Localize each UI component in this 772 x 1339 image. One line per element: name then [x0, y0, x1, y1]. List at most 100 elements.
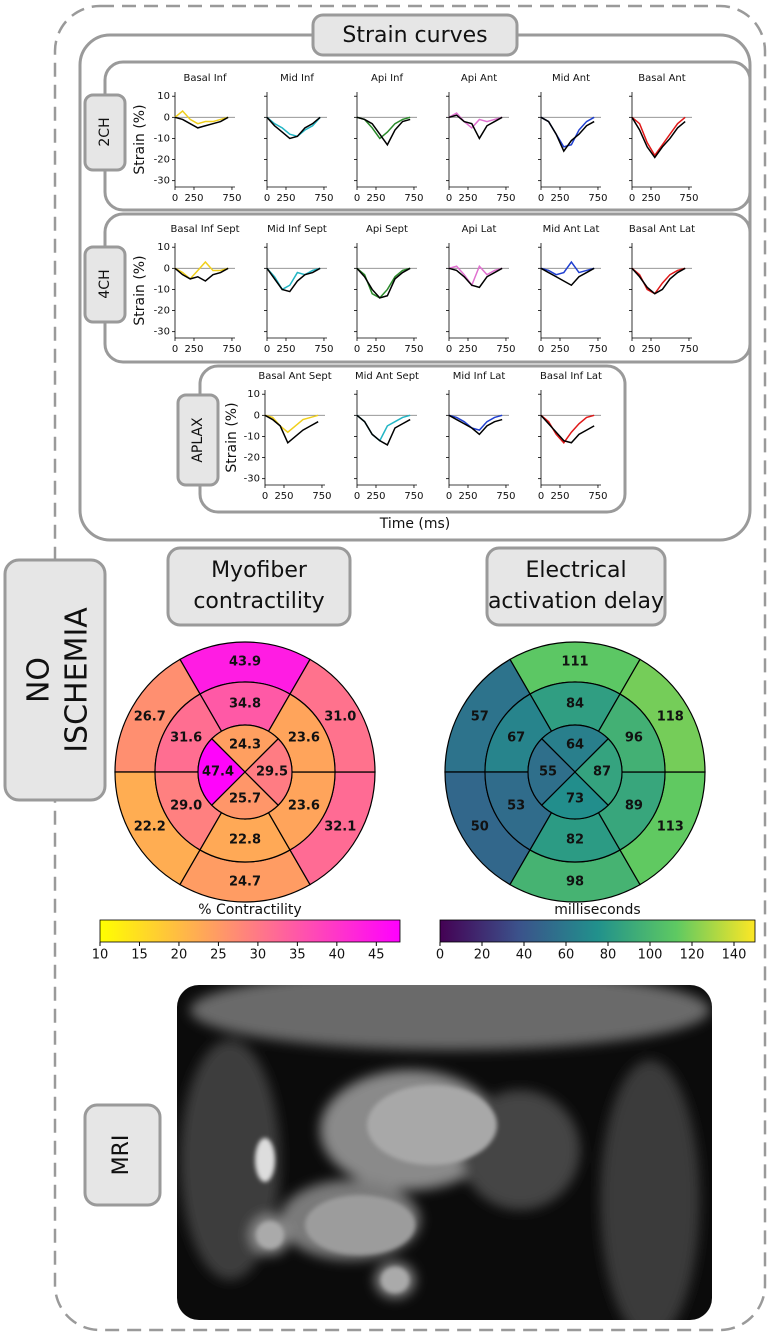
strain-title: Strain curves: [342, 23, 487, 48]
x-tick-label: 250: [184, 344, 203, 355]
strain-curve: [356, 414, 411, 446]
y-tick-label: -20: [154, 306, 170, 317]
x-tick-label: 0: [538, 344, 544, 355]
x-tick-label: 750: [588, 344, 607, 355]
y-axis-label: Strain (%): [224, 402, 240, 472]
x-tick-label: 250: [366, 344, 385, 355]
x-tick-label: 750: [314, 344, 333, 355]
segment-label: 47.4: [202, 765, 234, 780]
segment-label: 84: [566, 697, 584, 712]
colorbar-tick-label: 0: [436, 948, 444, 963]
y-tick-label: 10: [247, 389, 260, 400]
colorbar-tick-label: 140: [722, 948, 747, 963]
segment-label: 87: [593, 765, 611, 780]
panel-title: Mid Inf Sept: [267, 224, 327, 235]
condition-box: [3, 558, 107, 802]
colorbar-tick-label: 80: [600, 948, 617, 963]
panel-title: Api Ant: [461, 73, 497, 84]
x-tick-label: 0: [354, 193, 360, 204]
x-tick-label: 250: [550, 491, 569, 502]
x-tick-label: 0: [446, 344, 452, 355]
view-label-box: [83, 245, 127, 324]
colorbar-tick-label: 30: [250, 948, 267, 963]
segment: [210, 724, 280, 773]
segment: [574, 737, 623, 807]
strain-curve: [448, 114, 503, 140]
x-tick-label: 250: [184, 193, 203, 204]
colorbar-tick-label: 35: [289, 948, 306, 963]
x-tick-label: 250: [276, 193, 295, 204]
condition-label: ISCHEMIA: [60, 607, 95, 753]
strain-curve: [540, 414, 595, 444]
x-tick-label: 750: [314, 193, 333, 204]
x-tick-label: 0: [629, 344, 635, 355]
x-tick-label: 0: [354, 344, 360, 355]
view-label: APLAX: [190, 417, 206, 463]
segment-label: 43.9: [229, 655, 261, 670]
x-tick-label: 0: [262, 491, 268, 502]
segment-label: 57: [471, 710, 489, 725]
x-tick-label: 750: [588, 491, 607, 502]
y-axis-label: Strain (%): [132, 255, 148, 325]
x-tick-label: 0: [629, 193, 635, 204]
colorbar-tick-label: 20: [171, 948, 188, 963]
strain-curve: [266, 116, 321, 140]
view-box: [103, 212, 752, 364]
x-tick-label: 0: [446, 491, 452, 502]
x-tick-label: 750: [404, 491, 423, 502]
segment: [527, 737, 576, 807]
x-tick-label: 250: [641, 193, 660, 204]
colorbar-label: milliseconds: [554, 902, 640, 918]
x-tick-label: 750: [588, 193, 607, 204]
x-tick-label: 750: [222, 193, 241, 204]
colorbar-tick-label: 40: [329, 948, 346, 963]
panel-title: Mid Ant Sept: [355, 371, 419, 382]
strain-curve: [174, 260, 229, 280]
segment-label: 24.7: [229, 875, 261, 890]
segment-label: 29.5: [256, 765, 288, 780]
panel-title: Basal Ant Sept: [258, 371, 331, 382]
segment: [540, 771, 610, 820]
strain-curve: [264, 414, 319, 434]
mri-image: [177, 985, 712, 1320]
segment-label: 32.1: [324, 820, 356, 835]
strain-curve: [174, 267, 229, 282]
panel-title: Myofiber: [211, 558, 308, 583]
x-tick-label: 0: [446, 193, 452, 204]
x-tick-label: 250: [274, 491, 293, 502]
x-tick-label: 750: [496, 344, 515, 355]
strain-curve: [448, 112, 503, 129]
x-tick-label: 0: [264, 193, 270, 204]
y-tick-label: 10: [157, 91, 170, 102]
segment-label: 23.6: [288, 731, 320, 746]
x-tick-label: 250: [550, 193, 569, 204]
segment-label: 67: [507, 731, 525, 746]
segment-label: 64: [566, 738, 584, 753]
strain-curve: [448, 267, 503, 289]
y-tick-label: 0: [164, 112, 170, 123]
y-tick-label: -20: [154, 155, 170, 166]
x-axis-label: Time (ms): [379, 516, 451, 532]
view-label: 4CH: [97, 269, 113, 298]
y-tick-label: 0: [164, 263, 170, 274]
panel-title: Mid Inf Lat: [453, 371, 506, 382]
segment-label: 96: [625, 731, 643, 746]
strain-curve: [448, 414, 503, 436]
x-tick-label: 0: [538, 193, 544, 204]
strain-curve: [174, 109, 229, 125]
x-tick-label: 250: [366, 491, 385, 502]
view-label-box: [83, 93, 127, 172]
y-tick-label: 0: [254, 410, 260, 421]
panel-title: Api Lat: [462, 224, 497, 235]
x-tick-label: 0: [172, 193, 178, 204]
segment-label: 31.0: [324, 710, 356, 725]
colorbar-tick-label: 15: [131, 948, 148, 963]
colorbar-tick-label: 10: [92, 948, 109, 963]
segment-label: 23.6: [288, 799, 320, 814]
segment-label: 22.2: [134, 820, 166, 835]
segment: [210, 771, 280, 820]
segment-label: 113: [657, 820, 684, 835]
x-tick-label: 250: [276, 344, 295, 355]
x-tick-label: 0: [354, 491, 360, 502]
strain-curve: [631, 267, 686, 295]
